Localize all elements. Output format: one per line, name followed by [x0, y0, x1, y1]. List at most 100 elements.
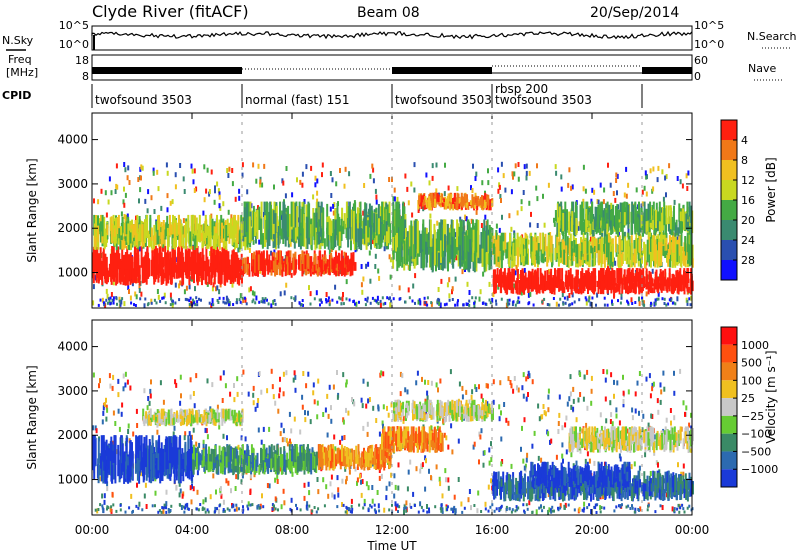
echo-cell	[93, 247, 96, 270]
echo-cell	[551, 278, 554, 294]
echo-cell	[680, 278, 683, 292]
echo-cell	[102, 258, 105, 273]
scatter-cell	[501, 214, 503, 220]
scatter-cell	[194, 286, 196, 292]
echo-cell	[295, 259, 298, 265]
scatter-cell	[203, 197, 206, 203]
echo-cell	[274, 213, 277, 234]
scatter-cell	[257, 427, 260, 433]
cpid-segment-label: twofsound 3503	[495, 93, 592, 107]
ground-cell	[411, 299, 414, 303]
ground-cell	[150, 301, 153, 305]
ground-cell	[109, 302, 112, 306]
scatter-cell	[618, 420, 621, 426]
echo-cell	[342, 258, 345, 275]
echo-cell	[617, 216, 620, 237]
scatter-cell	[219, 490, 222, 496]
echo-cell	[498, 247, 501, 259]
scatter-cell	[538, 416, 541, 422]
nave-label: Nave	[748, 62, 776, 75]
ground-cell	[518, 300, 521, 304]
echo-cell	[338, 253, 341, 267]
scatter-cell	[214, 506, 217, 512]
ground-cell	[631, 302, 634, 305]
scatter-cell	[504, 187, 507, 193]
echo-cell	[117, 247, 120, 266]
scatter-cell	[547, 431, 550, 437]
echo-cell	[119, 230, 122, 250]
scatter-cell	[302, 371, 305, 376]
echo-cell	[467, 202, 470, 210]
echo-cell	[544, 233, 547, 252]
echo-cell	[378, 218, 380, 236]
scatter-cell	[147, 396, 150, 401]
scatter-cell	[322, 412, 325, 417]
scatter-cell	[101, 493, 104, 499]
ground-cell	[448, 298, 451, 302]
echo-cell	[488, 253, 491, 271]
ground-cell	[595, 303, 597, 307]
scatter-cell	[307, 371, 310, 377]
ground-cell	[398, 297, 401, 301]
scatter-cell	[105, 288, 108, 294]
scatter-cell	[283, 290, 286, 296]
echo-cell	[463, 193, 466, 204]
echo-cell	[623, 274, 626, 290]
scatter-cell	[439, 378, 442, 384]
scatter-cell	[413, 187, 416, 193]
scatter-cell	[259, 179, 262, 185]
ground-cell	[348, 298, 351, 302]
scatter-cell	[564, 422, 567, 428]
echo-cell	[546, 270, 549, 284]
echo-cell	[247, 217, 250, 245]
scatter-cell	[316, 400, 319, 406]
scatter-cell	[455, 255, 458, 261]
scatter-cell	[525, 163, 528, 169]
echo-cell	[619, 252, 622, 268]
scatter-cell	[663, 478, 666, 484]
colorbar-tick-label: 12	[741, 174, 755, 187]
scatter-cell	[174, 172, 177, 178]
ground-cell	[688, 297, 691, 301]
echo-cell	[336, 224, 338, 236]
scatter-cell	[671, 506, 674, 512]
echo-cell	[451, 236, 454, 265]
echo-cell	[392, 237, 395, 251]
ground-cell	[668, 298, 671, 302]
echo-cell	[345, 268, 348, 276]
ground-cell	[216, 299, 219, 302]
scatter-cell	[575, 417, 578, 423]
scatter-cell	[286, 441, 289, 447]
scatter-cell	[188, 284, 191, 290]
echo-cell	[672, 223, 675, 231]
scatter-cell	[651, 268, 654, 274]
scatter-cell	[182, 218, 185, 224]
scatter-cell	[647, 422, 650, 428]
scatter-cell	[480, 223, 483, 228]
scatter-cell	[484, 214, 487, 220]
scatter-cell	[280, 504, 283, 510]
scatter-cell	[679, 179, 682, 185]
scatter-cell	[276, 474, 279, 480]
echo-cell	[197, 223, 200, 242]
scatter-cell	[612, 191, 615, 196]
ground-cell	[663, 302, 666, 305]
ground-cell	[264, 297, 267, 301]
scatter-cell	[473, 302, 476, 308]
echo-cell	[470, 203, 473, 209]
echo-cell	[318, 251, 321, 268]
colorbar-tick-label: 4	[741, 134, 748, 147]
scatter-cell	[424, 455, 427, 461]
echo-cell	[642, 268, 645, 286]
echo-cell	[558, 273, 561, 292]
scatter-cell	[642, 300, 645, 306]
scatter-cell	[582, 198, 585, 204]
ground-cell	[251, 300, 254, 304]
scatter-cell	[615, 407, 618, 413]
scatter-cell	[589, 236, 592, 242]
scatter-cell	[555, 170, 558, 176]
scatter-cell	[339, 168, 341, 173]
echo-cell	[564, 274, 567, 287]
echo-cell	[263, 269, 266, 276]
echo-cell	[582, 208, 585, 221]
